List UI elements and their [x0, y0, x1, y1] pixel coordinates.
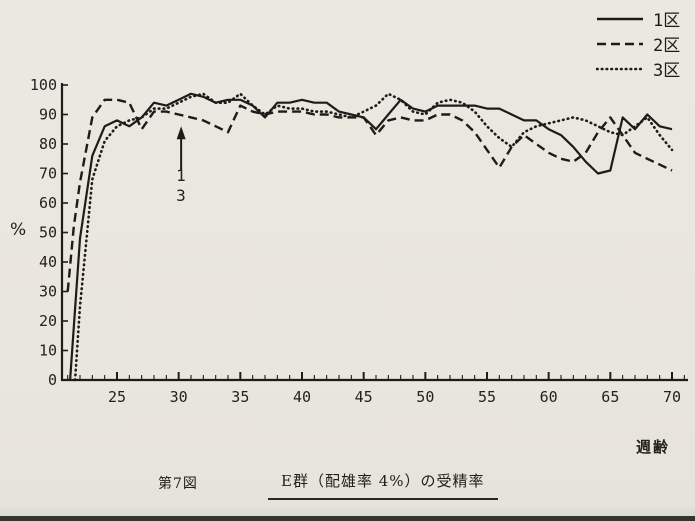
series-line-dashed [66, 98, 673, 292]
legend-item: 3区 [596, 56, 692, 81]
svg-text:55: 55 [478, 388, 496, 406]
svg-text:20: 20 [39, 312, 57, 330]
svg-text:30: 30 [39, 283, 57, 301]
svg-text:25: 25 [108, 388, 126, 406]
figure-title: E群（配雄率 4%）の受精率 [268, 470, 498, 500]
legend-item: 1区 [596, 6, 692, 31]
svg-text:10: 10 [39, 342, 57, 360]
annotation-label-1: 1 [176, 166, 186, 185]
y-axis-unit-label: % [10, 220, 27, 240]
svg-text:40: 40 [293, 388, 311, 406]
svg-text:70: 70 [39, 165, 57, 183]
svg-text:65: 65 [601, 388, 619, 406]
series-line-dotted [73, 92, 674, 382]
figure-number: 第7図 [158, 476, 198, 492]
legend-item: 2区 [596, 31, 692, 56]
svg-text:80: 80 [39, 135, 57, 153]
svg-text:0: 0 [48, 371, 57, 389]
series-line-solid [69, 92, 673, 381]
svg-text:35: 35 [231, 388, 249, 406]
svg-text:60: 60 [540, 388, 558, 406]
up-arrow-icon [176, 126, 186, 140]
svg-text:40: 40 [39, 253, 57, 271]
legend-line-solid-icon [597, 17, 643, 20]
svg-text:100: 100 [30, 76, 57, 94]
annotation-series-labels: 1 3 [169, 166, 193, 206]
svg-text:45: 45 [355, 388, 373, 406]
svg-text:90: 90 [39, 106, 57, 124]
svg-text:70: 70 [663, 388, 681, 406]
figure-caption: 第7図 E群（配雄率 4%）の受精率 [0, 468, 695, 508]
annotation-label-3: 3 [176, 186, 186, 205]
legend-line-dashed-icon [597, 42, 643, 45]
legend-label: 2区 [653, 36, 681, 56]
legend-line-dotted-icon [596, 67, 644, 70]
legend-label: 3区 [653, 61, 681, 81]
svg-text:60: 60 [39, 194, 57, 212]
svg-text:50: 50 [39, 224, 57, 242]
legend-label: 1区 [653, 11, 681, 31]
svg-text:30: 30 [170, 388, 188, 406]
svg-text:50: 50 [416, 388, 434, 406]
chart-legend: 1区 2区 3区 [596, 6, 692, 81]
scan-page-edge [0, 516, 695, 521]
x-axis-unit-label: 週齢 [636, 438, 671, 456]
